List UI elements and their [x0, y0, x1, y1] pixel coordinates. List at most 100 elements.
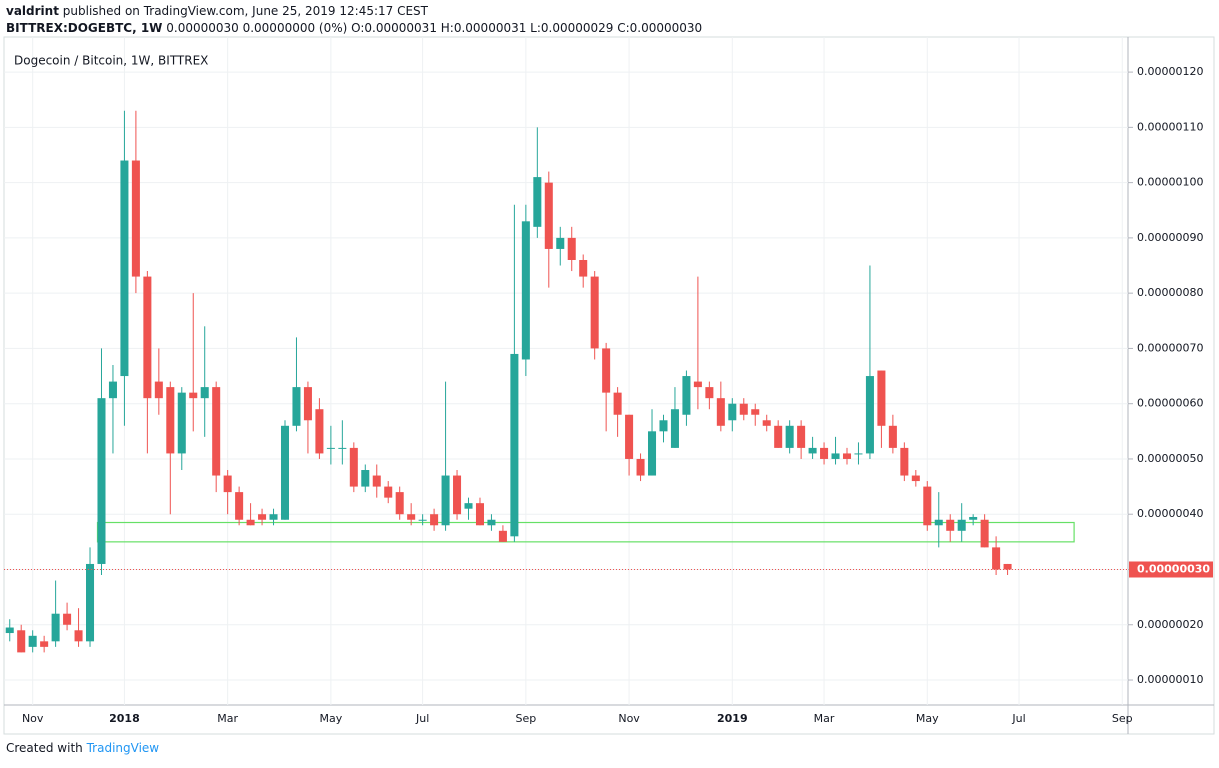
candle-body — [957, 519, 966, 531]
candle-body — [51, 613, 60, 642]
candle-body — [246, 519, 255, 526]
author[interactable]: valdrint — [6, 4, 59, 18]
candle-body — [212, 387, 221, 476]
x-tick-label: Sep — [1112, 712, 1133, 725]
y-tick-label: 0.00000050 — [1137, 452, 1203, 465]
candle-body — [911, 475, 920, 482]
candle-body — [590, 276, 599, 349]
footer: Created with TradingView — [6, 741, 159, 755]
candle-body — [441, 475, 450, 526]
candle-body — [430, 514, 439, 526]
brand[interactable]: TradingView — [86, 741, 160, 755]
y-tick-label: 0.00000010 — [1137, 673, 1203, 686]
candle-body — [865, 376, 874, 454]
candle-body — [969, 516, 978, 520]
candle-body — [934, 519, 943, 526]
candle-body — [659, 420, 668, 432]
x-tick-label: Mar — [814, 712, 835, 725]
candle-body — [670, 409, 679, 448]
x-tick-label: Nov — [22, 712, 44, 725]
candle-body — [808, 447, 817, 454]
candle-body — [361, 470, 370, 487]
y-tick-label: 0.00000090 — [1137, 231, 1203, 244]
candle-body — [223, 475, 232, 493]
candle-body — [5, 627, 14, 634]
x-tick-label: 2019 — [717, 712, 748, 725]
chart-frame — [3, 36, 1215, 735]
candle-body — [648, 431, 657, 476]
x-tick-label: Nov — [618, 712, 640, 725]
chart: Dogecoin / Bitcoin, 1W, BITTREX 0.000000… — [3, 36, 1215, 735]
candle-body — [154, 381, 163, 399]
candle-body — [625, 414, 634, 459]
candle-body — [453, 475, 462, 515]
candle-body — [166, 387, 175, 454]
y-tick-label: 0.00000020 — [1137, 618, 1203, 631]
y-tick-label: 0.00000060 — [1137, 397, 1203, 410]
candle-body — [613, 392, 622, 415]
symbol: BITTREX:DOGEBTC, 1W — [6, 21, 163, 35]
candle-body — [923, 486, 932, 526]
last-price-box — [1129, 561, 1213, 578]
candle-body — [315, 409, 324, 454]
header: valdrint published on TradingView.com, J… — [6, 3, 702, 37]
y-tick-label: 0.00000040 — [1137, 507, 1203, 520]
candle-body — [888, 425, 897, 448]
y-tick-label: 0.00000100 — [1137, 176, 1203, 189]
candle-body — [682, 376, 691, 415]
candle-body — [86, 563, 95, 642]
candle-body — [877, 370, 886, 426]
candle-body — [280, 425, 290, 520]
candle-body — [498, 530, 507, 542]
created-with: Created with — [6, 741, 83, 755]
candle-body — [177, 392, 186, 454]
candle-body — [407, 514, 416, 520]
candle-body — [521, 221, 530, 360]
candle-body — [567, 237, 576, 260]
candle-body — [189, 392, 198, 399]
chart-title: Dogecoin / Bitcoin, 1W, BITTREX — [14, 54, 208, 68]
quote: 0.00000030 0.00000000 (0%) O:0.00000031 … — [166, 21, 703, 35]
candle-body — [292, 387, 301, 426]
candle-body — [854, 453, 863, 455]
candle-body — [418, 519, 427, 521]
candle-body — [338, 447, 347, 449]
y-tick-label: 0.00000070 — [1137, 341, 1203, 354]
candle-body — [395, 492, 404, 515]
candle-body — [510, 353, 519, 537]
candle-body — [349, 447, 358, 487]
candle-body — [143, 276, 152, 399]
candle-body — [785, 425, 794, 448]
candle-body — [842, 453, 852, 459]
candle-body — [40, 641, 49, 647]
candle-body — [751, 409, 760, 415]
candle-body — [372, 475, 381, 487]
candle-body — [579, 259, 588, 277]
candle-body — [464, 503, 473, 509]
candle-body — [303, 387, 312, 421]
candle-body — [487, 519, 496, 526]
last-price-label: 0.00000030 — [1137, 562, 1210, 575]
candle-body — [326, 447, 335, 449]
x-tick-label: Mar — [217, 712, 238, 725]
published: published on TradingView.com, June 25, 2… — [62, 4, 428, 18]
candle-body — [900, 447, 909, 476]
candle-body — [1003, 563, 1012, 570]
y-tick-label: 0.00000120 — [1137, 65, 1203, 78]
candle-body — [728, 403, 737, 421]
candle-body — [258, 514, 267, 520]
candle-body — [97, 398, 106, 564]
candle-body — [831, 453, 840, 459]
x-tick-label: Jul — [415, 712, 429, 725]
candle-body — [820, 447, 829, 459]
candle-body — [63, 613, 72, 625]
candle-body — [475, 503, 484, 526]
candle-body — [602, 348, 611, 393]
candle-body — [384, 486, 393, 498]
candle-body — [17, 630, 26, 653]
candle-body — [200, 387, 209, 399]
candle-body — [235, 492, 244, 520]
candle-body — [533, 177, 542, 227]
candle-body — [693, 381, 702, 388]
candle-body — [739, 403, 748, 415]
